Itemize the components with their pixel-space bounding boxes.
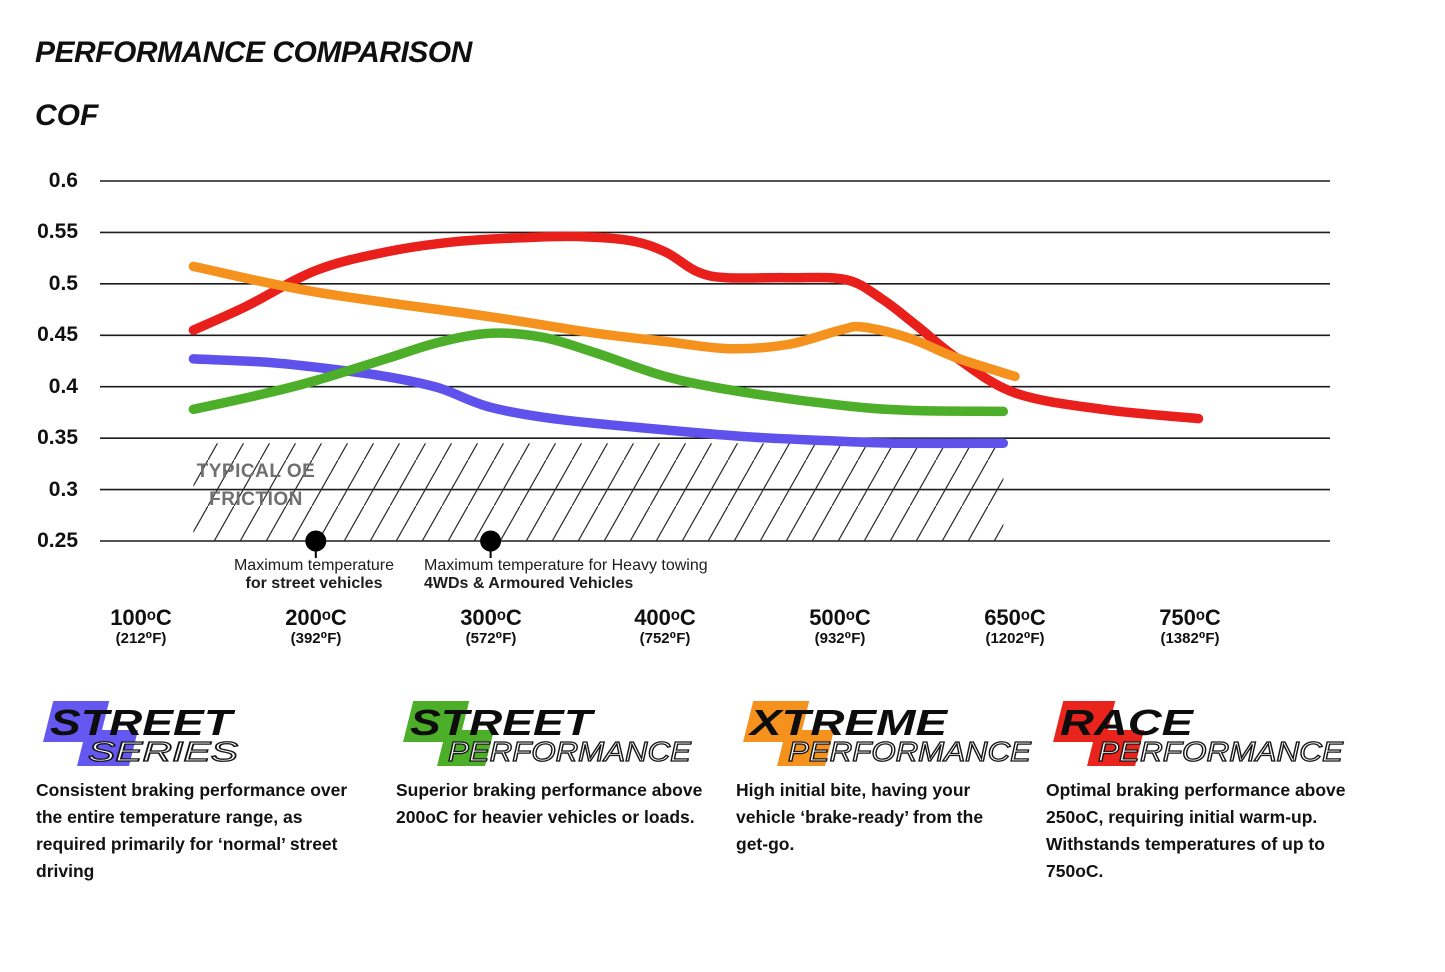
annotation-line1: Maximum temperature — [233, 557, 395, 574]
logo-block-2 — [777, 730, 835, 766]
x-tick-500c: 500ᵒC (932⁰F) — [770, 605, 910, 648]
logo-word1: STREET — [410, 702, 596, 743]
oe-label-line2: FRICTION — [209, 489, 303, 510]
typical-oe-friction-label: TYPICAL OE FRICTION — [186, 458, 326, 514]
xtreme-performance-logo: XTREME PERFORMANCE — [743, 701, 1032, 768]
x-tick-300c: 300ᵒC (572⁰F) — [421, 605, 561, 648]
annotation-street-max-temp: Maximum temperature for street vehicles — [174, 557, 454, 593]
annotation-line2: 4WDs & Armoured Vehicles — [424, 575, 634, 592]
y-tick-0.25: 0.25 — [37, 529, 78, 552]
legend-street-series: STREET SERIES Consistent braking perform… — [36, 698, 371, 885]
y-tick-0.55: 0.55 — [37, 220, 78, 243]
x-tick-celsius: 100ᵒC — [110, 605, 172, 630]
x-tick-celsius: 300ᵒC — [460, 605, 522, 630]
curve-race-performance — [188, 231, 1204, 424]
oe-label-line1: TYPICAL OE — [196, 461, 316, 482]
page-title: PERFORMANCE COMPARISON — [35, 36, 472, 69]
y-tick-0.45: 0.45 — [37, 323, 78, 346]
x-tick-400c: 400ᵒC (752⁰F) — [595, 605, 735, 648]
y-tick-0.4: 0.4 — [48, 375, 78, 398]
typical-oe-friction-band — [193, 443, 1004, 541]
x-tick-200c: 200ᵒC (392⁰F) — [246, 605, 386, 648]
legend-race-performance: RACE PERFORMANCE Optimal braking perform… — [1046, 698, 1381, 885]
legend-xtreme-performance: XTREME PERFORMANCE High initial bite, ha… — [736, 698, 1071, 858]
street-series-description: Consistent braking performance over the … — [36, 780, 348, 881]
marker-dot-1 — [480, 530, 502, 552]
logo-word1: RACE — [1060, 702, 1194, 743]
x-tick-750c: 750ᵒC (1382⁰F) — [1120, 605, 1260, 648]
x-tick-fahrenheit: (392⁰F) — [290, 630, 342, 647]
logo-word1: XTREME — [747, 702, 948, 743]
x-tick-fahrenheit: (1202⁰F) — [985, 630, 1045, 647]
legend-street-performance: STREET PERFORMANCE Superior braking perf… — [396, 698, 731, 831]
curve-xtreme-performance — [188, 261, 1020, 382]
street-series-logo: STREET SERIES — [43, 701, 239, 768]
marker-dot-0 — [305, 530, 327, 552]
x-tick-fahrenheit: (212⁰F) — [115, 630, 167, 647]
y-axis-title: COF — [35, 99, 99, 132]
x-tick-celsius: 200ᵒC — [285, 605, 347, 630]
logo-block-2 — [1087, 730, 1145, 766]
x-tick-celsius: 500ᵒC — [809, 605, 871, 630]
annotation-line1: Maximum temperature for Heavy towing — [424, 557, 708, 574]
curve-street-performance — [188, 328, 1009, 417]
logo-word2: PERFORMANCE — [448, 736, 691, 767]
street-performance-logo: STREET PERFORMANCE — [403, 701, 692, 768]
x-tick-fahrenheit: (752⁰F) — [639, 630, 691, 647]
y-tick-0.5: 0.5 — [48, 272, 78, 295]
x-tick-100c: 100ᵒC (212⁰F) — [71, 605, 211, 648]
logo-word2: PERFORMANCE — [1098, 736, 1343, 767]
logo-block-2 — [77, 730, 139, 766]
y-tick-0.35: 0.35 — [37, 426, 78, 449]
annotation-towing-max-temp: Maximum temperature for Heavy towing 4WD… — [424, 557, 784, 593]
x-tick-celsius: 650ᵒC — [984, 605, 1046, 630]
logo-word1: STREET — [50, 702, 236, 743]
curve-street-series — [188, 354, 1009, 449]
logo-word2: PERFORMANCE — [788, 736, 1031, 767]
xtreme-performance-description: High initial bite, having your vehicle ‘… — [736, 780, 984, 854]
x-tick-fahrenheit: (1382⁰F) — [1160, 630, 1220, 647]
race-performance-logo: RACE PERFORMANCE — [1053, 701, 1344, 768]
logo-word2: SERIES — [88, 736, 238, 767]
y-tick-0.3: 0.3 — [48, 478, 78, 501]
x-tick-celsius: 400ᵒC — [634, 605, 696, 630]
performance-chart — [100, 180, 1330, 558]
logo-block-2 — [437, 730, 495, 766]
x-tick-fahrenheit: (572⁰F) — [465, 630, 517, 647]
street-performance-description: Superior braking performance above 200oC… — [396, 780, 703, 827]
race-performance-description: Optimal braking performance above 250oC,… — [1046, 780, 1346, 881]
x-tick-fahrenheit: (932⁰F) — [814, 630, 866, 647]
x-tick-celsius: 750ᵒC — [1159, 605, 1221, 630]
annotation-line2: for street vehicles — [245, 575, 383, 592]
x-tick-650c: 650ᵒC (1202⁰F) — [945, 605, 1085, 648]
y-tick-0.6: 0.6 — [48, 169, 78, 192]
